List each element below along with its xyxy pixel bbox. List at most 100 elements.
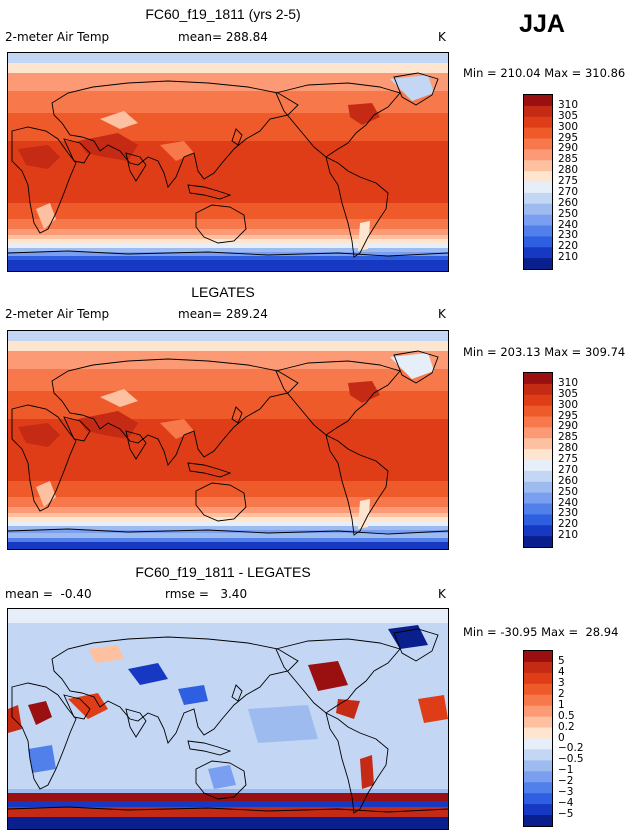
- colorbar-tick-label: 250: [558, 207, 579, 220]
- field-band: [8, 260, 448, 271]
- colorbar-tick-label: 310: [558, 376, 579, 389]
- field-band: [8, 229, 448, 237]
- coastline: [63, 694, 91, 720]
- field-band: [8, 609, 448, 623]
- field-region: [178, 685, 208, 705]
- panel-3-difference-field: [8, 609, 448, 829]
- field-band: [8, 203, 448, 223]
- field-band: [8, 141, 448, 207]
- colorbar-tick-label: 250: [558, 485, 579, 498]
- panel-1-minmax: Min = 210.04 Max = 310.86: [463, 66, 626, 80]
- panel-3-map: [7, 608, 449, 830]
- coastline: [8, 250, 448, 257]
- field-region: [348, 381, 380, 403]
- field-region: [128, 663, 168, 685]
- colorbar-tick-label: −1: [558, 764, 574, 777]
- panel-3-title: FC60_f19_1811 - LEGATES: [135, 564, 311, 580]
- colorbar-swatch: [524, 661, 552, 674]
- colorbar-swatch: [524, 160, 552, 172]
- colorbar-swatch: [524, 716, 552, 729]
- colorbar-swatch: [524, 416, 552, 428]
- colorbar-swatch: [524, 438, 552, 450]
- colorbar-tick-label: 295: [558, 131, 579, 144]
- colorbar-tick-label: 220: [558, 518, 579, 531]
- colorbar-swatch: [524, 116, 552, 129]
- colorbar-swatch: [524, 427, 552, 439]
- field-band: [8, 817, 448, 829]
- colorbar-swatch: [524, 525, 552, 537]
- colorbar-swatch: [524, 149, 552, 161]
- colorbar-tick-label: 260: [558, 196, 579, 209]
- field-band: [8, 351, 448, 373]
- coastline: [275, 638, 401, 714]
- colorbar-swatch: [524, 815, 552, 826]
- colorbar-tick-label: 220: [558, 240, 579, 253]
- coastline: [11, 682, 77, 790]
- field-band: [8, 530, 448, 535]
- colorbar-swatch: [524, 771, 552, 783]
- panel-1-mean-label: mean= 288.84: [178, 30, 268, 44]
- colorbar-tick-label: 210: [558, 251, 579, 264]
- coastline: [187, 740, 232, 756]
- colorbar-swatch: [524, 536, 552, 547]
- coastline: [51, 358, 299, 466]
- field-band: [8, 481, 448, 501]
- temperature-contours: [8, 331, 448, 549]
- field-region: [8, 705, 22, 733]
- colorbar-tick-label: 275: [558, 453, 579, 465]
- coastline: [325, 712, 389, 814]
- field-band: [8, 243, 448, 249]
- colorbar-swatch: [524, 236, 552, 248]
- colorbar-swatch: [524, 449, 552, 461]
- colorbar-tick-label: 270: [558, 463, 579, 476]
- colorbar-swatch: [524, 95, 552, 107]
- colorbar-tick-label: 230: [558, 229, 579, 242]
- field-band: [8, 252, 448, 257]
- temperature-contours: [8, 53, 448, 271]
- colorbar-swatch: [524, 383, 552, 396]
- field-band: [8, 419, 448, 485]
- colorbar-swatch: [524, 127, 552, 140]
- colorbar-tick-label: 0: [558, 731, 565, 744]
- panel-1-temperature-field: [8, 53, 448, 271]
- coastline: [125, 152, 147, 182]
- colorbar-swatch: [524, 481, 552, 494]
- colorbar-tick-label: 310: [558, 98, 579, 111]
- field-region: [390, 75, 434, 101]
- colorbar-tick-label: −4: [558, 797, 574, 810]
- field-region: [336, 699, 360, 719]
- field-band: [8, 369, 448, 393]
- colorbar-tick-label: 275: [558, 175, 579, 187]
- colorbar-tick-label: 280: [558, 442, 579, 455]
- field-region: [18, 423, 60, 447]
- colorbar-swatch: [524, 672, 552, 685]
- coastline: [51, 636, 299, 744]
- field-region: [348, 103, 380, 125]
- colorbar-swatch: [524, 394, 552, 407]
- coastline: [125, 430, 147, 460]
- field-region: [358, 221, 370, 251]
- coastline: [231, 128, 243, 146]
- colorbar-swatch: [524, 460, 552, 472]
- colorbar-tick-label: 285: [558, 431, 579, 444]
- coastline: [325, 156, 389, 258]
- season-label: JJA: [519, 10, 565, 38]
- colorbar-swatch: [524, 192, 552, 205]
- colorbar-tick-label: 230: [558, 507, 579, 520]
- field-region: [88, 645, 124, 663]
- colorbar-swatch: [524, 738, 552, 751]
- colorbar-tick-label: 260: [558, 474, 579, 487]
- coastline: [275, 360, 401, 436]
- colorbar-swatch: [524, 782, 552, 794]
- colorbar-swatch: [524, 203, 552, 216]
- coastline: [187, 184, 232, 200]
- colorbar-swatch: [524, 503, 552, 515]
- colorbar-tick-label: −2: [558, 775, 574, 788]
- field-region: [308, 661, 348, 691]
- colorbar-swatch: [524, 470, 552, 483]
- coastline: [195, 482, 247, 522]
- field-band: [8, 801, 448, 807]
- coastline: [8, 806, 448, 813]
- colorbar-tick-label: 300: [558, 120, 579, 133]
- field-band: [8, 91, 448, 115]
